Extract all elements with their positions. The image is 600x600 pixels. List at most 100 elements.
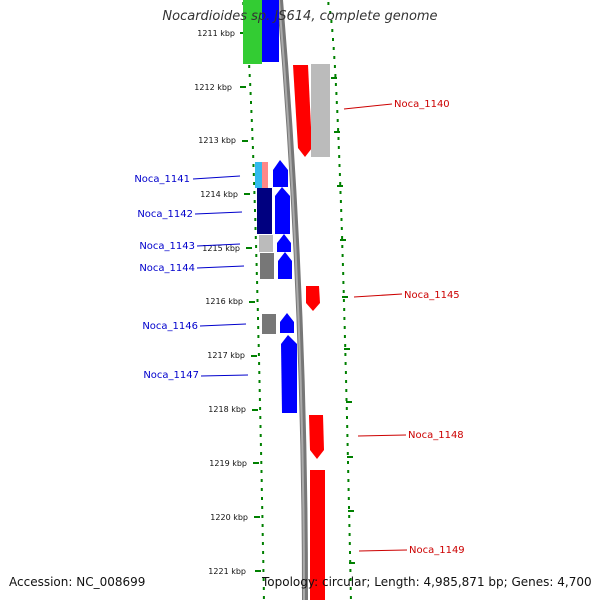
guide-dot bbox=[329, 11, 332, 14]
guide-dot bbox=[252, 173, 255, 176]
guide-dot bbox=[336, 110, 339, 113]
guide-dot bbox=[341, 254, 344, 257]
tick-label: 1215 kbp bbox=[202, 244, 240, 253]
tick-label: 1213 kbp bbox=[198, 136, 236, 145]
gene-arrow-blue[interactable] bbox=[278, 252, 292, 279]
gene-label[interactable]: Noca_1147 bbox=[143, 370, 199, 381]
gene-arrow-red[interactable] bbox=[306, 286, 320, 311]
guide-dot bbox=[262, 587, 265, 590]
guide-dot bbox=[261, 524, 264, 527]
guide-dot bbox=[346, 416, 348, 419]
guide-dot bbox=[343, 308, 346, 311]
guide-dot bbox=[254, 236, 257, 239]
guide-dot bbox=[250, 119, 253, 122]
guide-dot bbox=[332, 38, 334, 41]
gene-label[interactable]: Noca_1142 bbox=[137, 209, 193, 220]
guide-dot bbox=[258, 389, 261, 392]
guide-dot bbox=[260, 488, 263, 491]
gene-arrow-red[interactable] bbox=[309, 415, 324, 459]
gene-block-grey[interactable] bbox=[262, 314, 276, 334]
guide-dot bbox=[349, 587, 352, 590]
gene-block-green[interactable] bbox=[243, 0, 262, 64]
guide-dot bbox=[257, 317, 259, 320]
guide-dot bbox=[248, 74, 251, 77]
gene-block-grey[interactable] bbox=[260, 253, 274, 279]
guide-dot bbox=[254, 227, 257, 230]
gene-block-darkblue[interactable] bbox=[257, 188, 272, 234]
guide-dot bbox=[347, 479, 350, 482]
guide-dot bbox=[262, 551, 265, 554]
guide-dot bbox=[257, 344, 260, 347]
guide-dot bbox=[344, 371, 347, 374]
guide-dot bbox=[256, 290, 259, 293]
guide-dot bbox=[261, 542, 264, 545]
guide-dot bbox=[337, 146, 340, 149]
guide-dot bbox=[345, 389, 348, 392]
guide-dot bbox=[260, 452, 263, 455]
guide-dot bbox=[338, 164, 341, 167]
guide-dot bbox=[252, 164, 255, 167]
tick-label: 1211 kbp bbox=[197, 29, 235, 38]
tick-label: 1219 kbp bbox=[209, 459, 247, 468]
guide-dot bbox=[251, 128, 254, 131]
left-gene-labels: Noca_1141 Noca_1142 Noca_1143 Noca_1144 … bbox=[134, 174, 249, 381]
guide-dot bbox=[258, 362, 261, 365]
guide-dot bbox=[344, 362, 347, 365]
gene-block-lightgrey[interactable] bbox=[311, 64, 330, 157]
guide-dot bbox=[253, 200, 256, 203]
gene-label[interactable]: Noca_1149 bbox=[409, 545, 465, 556]
guide-dot bbox=[251, 146, 254, 149]
guide-dot bbox=[344, 344, 347, 347]
guide-dot bbox=[346, 452, 349, 455]
gene-label[interactable]: Noca_1143 bbox=[139, 241, 195, 252]
guide-dot bbox=[344, 353, 347, 356]
guide-dot bbox=[345, 407, 348, 410]
gene-block-pink[interactable] bbox=[262, 162, 268, 188]
guide-dot bbox=[252, 155, 255, 158]
gene-label[interactable]: Noca_1144 bbox=[139, 263, 195, 274]
topology-summary: Topology: circular; Length: 4,985,871 bp… bbox=[262, 575, 592, 589]
right-gene-labels: Noca_1140 Noca_1145 Noca_1148 Noca_1149 bbox=[343, 99, 465, 556]
gene-label[interactable]: Noca_1141 bbox=[134, 174, 190, 185]
guide-dot bbox=[259, 443, 262, 446]
gene-block-red[interactable] bbox=[310, 470, 325, 600]
gene-label[interactable]: Noca_1140 bbox=[394, 99, 450, 110]
guide-dot bbox=[348, 524, 351, 527]
left-dotted-guide bbox=[242, 2, 265, 599]
guide-dot bbox=[340, 209, 343, 212]
guide-dot bbox=[335, 92, 338, 95]
gene-block-cyan[interactable] bbox=[255, 162, 262, 188]
guide-dot bbox=[343, 335, 346, 338]
guide-dot bbox=[340, 218, 343, 221]
gene-arrow-blue[interactable] bbox=[273, 160, 288, 187]
guide-dot bbox=[250, 110, 253, 113]
guide-dot bbox=[348, 506, 350, 509]
gene-arrow-blue[interactable] bbox=[275, 187, 290, 234]
guide-dot bbox=[347, 470, 350, 473]
guide-dot bbox=[256, 299, 259, 302]
gene-arrow-blue[interactable] bbox=[281, 335, 297, 413]
tick-label: 1212 kbp bbox=[194, 83, 232, 92]
gene-label[interactable]: Noca_1146 bbox=[142, 321, 198, 332]
forward-strand-genes bbox=[243, 0, 297, 413]
guide-dot bbox=[337, 128, 340, 131]
gene-block-lightgrey[interactable] bbox=[259, 235, 273, 252]
guide-dot bbox=[259, 425, 262, 428]
genome-backbone-highlight bbox=[278, 0, 305, 600]
guide-dot bbox=[261, 506, 264, 509]
gene-arrow-red[interactable] bbox=[293, 65, 312, 157]
gene-arrow-blue[interactable] bbox=[280, 313, 294, 333]
guide-dot bbox=[346, 434, 349, 437]
gene-label[interactable]: Noca_1145 bbox=[404, 290, 460, 301]
guide-dot bbox=[257, 326, 260, 329]
guide-dot bbox=[341, 245, 344, 248]
gene-arrow-blue[interactable] bbox=[277, 234, 291, 252]
guide-dot bbox=[332, 47, 335, 50]
guide-dot bbox=[254, 209, 256, 212]
tick-label: 1217 kbp bbox=[207, 351, 245, 360]
guide-dot bbox=[261, 533, 264, 536]
gene-block-blue-top[interactable] bbox=[262, 0, 279, 62]
guide-dot bbox=[250, 101, 252, 104]
gene-label[interactable]: Noca_1148 bbox=[408, 430, 464, 441]
guide-dot bbox=[258, 380, 261, 383]
